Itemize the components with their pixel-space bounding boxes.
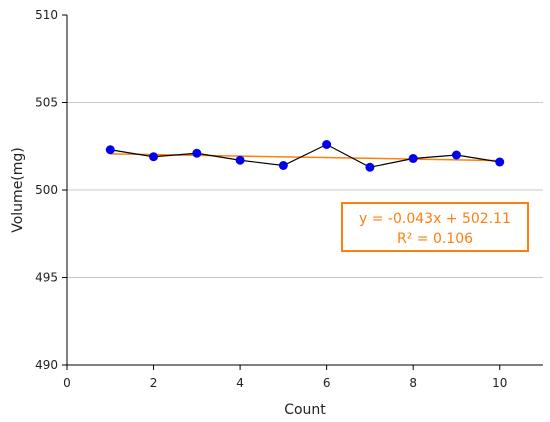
equation-text: y = -0.043x + 502.11: [359, 211, 511, 227]
y-tick-label-490: 490: [35, 358, 58, 372]
data-point-7: [365, 162, 375, 172]
series-layer: [105, 140, 505, 172]
data-point-1: [105, 145, 115, 155]
equation-box-border: [341, 202, 529, 252]
data-point-10: [495, 157, 505, 167]
x-tick-label-10: 10: [492, 376, 507, 390]
data-point-6: [322, 140, 332, 149]
y-tick-label-505: 505: [35, 96, 58, 110]
series-line: [110, 143, 500, 168]
x-tick-label-6: 6: [323, 376, 331, 390]
y-axis-title: Volume(mg): [10, 147, 26, 233]
y-tick-label-500: 500: [35, 183, 58, 197]
y-tick-label-510: 510: [35, 8, 58, 22]
data-point-8: [408, 154, 418, 163]
x-tick-label-2: 2: [150, 376, 158, 390]
x-tick-label-4: 4: [236, 376, 244, 390]
r-squared-text: R² = 0.106: [397, 231, 473, 247]
data-point-9: [451, 150, 461, 160]
x-tick-label-8: 8: [409, 376, 417, 390]
data-point-3: [192, 148, 202, 158]
trendline-equation-box: y = -0.043x + 502.11 R² = 0.106: [341, 202, 529, 252]
grid-layer: [67, 102, 543, 278]
data-point-2: [149, 152, 159, 162]
label-layer: Count Volume(mg): [10, 147, 326, 418]
data-point-4: [235, 155, 245, 165]
x-axis-title: Count: [284, 402, 326, 418]
y-tick-label-495: 495: [35, 271, 58, 285]
data-point-5: [278, 161, 288, 170]
axes-layer: 490 495 500 505 510 0 2 4 6 8 10: [35, 8, 543, 390]
x-tick-label-0: 0: [63, 376, 71, 390]
